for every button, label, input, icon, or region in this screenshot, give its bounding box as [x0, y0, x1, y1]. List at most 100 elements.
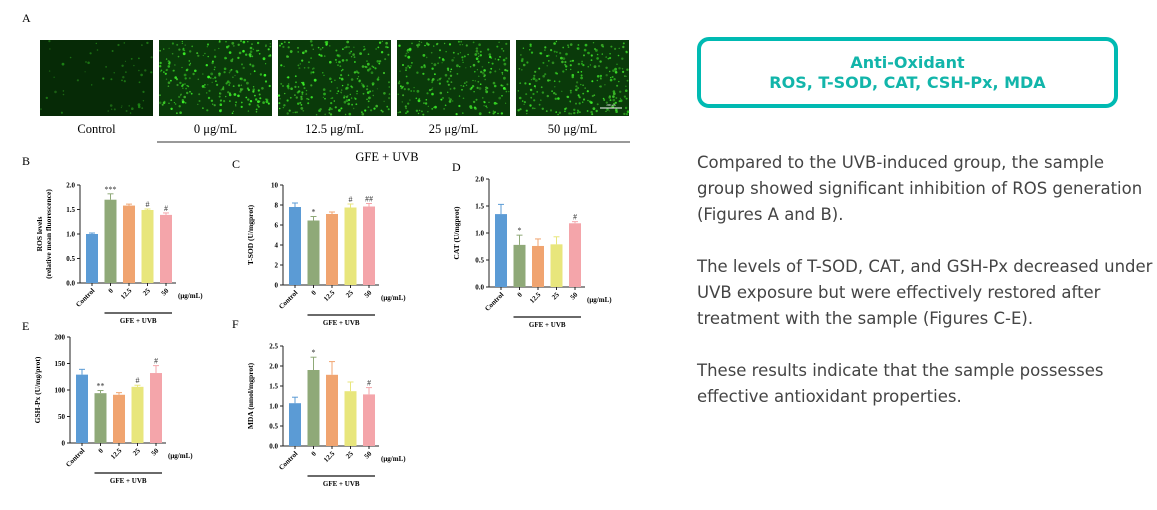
- cell-dot: [242, 40, 246, 44]
- cell-dot: [325, 40, 329, 44]
- cell-dot: [305, 89, 308, 92]
- cell-dot: [475, 50, 479, 53]
- cell-dot: [242, 49, 245, 53]
- cell-dot: [182, 87, 184, 89]
- cell-dot: [411, 62, 413, 64]
- cell-dot: [624, 106, 628, 110]
- cell-dot: [623, 95, 627, 98]
- cell-dot: [245, 96, 248, 99]
- cell-dot: [504, 68, 507, 72]
- cell-dot: [408, 47, 412, 51]
- cell-dot: [232, 76, 234, 78]
- cell-dot: [616, 63, 618, 65]
- cell-dot: [599, 74, 603, 78]
- cell-dot: [307, 102, 310, 105]
- cell-dot: [259, 97, 262, 100]
- cell-dot: [287, 83, 290, 85]
- cell-dot: [303, 87, 306, 90]
- cell-dot: [173, 102, 175, 104]
- significance-mark: #: [146, 200, 150, 209]
- cell-dot: [348, 98, 351, 102]
- cell-dot: [121, 105, 123, 107]
- cell-dot: [426, 92, 429, 95]
- cell-dot: [228, 51, 232, 54]
- cell-dot: [374, 67, 377, 70]
- cell-dot: [170, 99, 173, 101]
- cell-dot: [586, 90, 589, 93]
- cell-dot: [123, 80, 126, 83]
- cell-dot: [622, 42, 625, 45]
- significance-mark: #: [164, 204, 168, 213]
- cell-dot: [616, 84, 619, 87]
- cell-dot: [283, 65, 285, 68]
- cell-dot: [354, 97, 357, 100]
- cell-dot: [450, 68, 453, 71]
- cell-dot: [404, 105, 407, 108]
- cell-dot: [328, 112, 331, 114]
- cell-dot: [179, 81, 182, 85]
- cell-dot: [462, 112, 464, 114]
- chart-e: E 0 50 100 150 200 GSH-Px (U/mg/prot) Control **…: [22, 319, 193, 485]
- cell-dot: [453, 57, 455, 59]
- significance-mark: *: [518, 226, 522, 235]
- bar: [123, 205, 135, 283]
- cell-dot: [591, 80, 594, 83]
- cell-dot: [343, 95, 346, 98]
- cell-dot: [299, 63, 302, 65]
- cell-dot: [189, 50, 192, 53]
- cell-dot: [137, 103, 141, 107]
- cell-dot: [533, 99, 536, 102]
- cell-dot: [478, 43, 481, 46]
- cell-dot: [61, 62, 65, 66]
- cell-dot: [472, 41, 475, 44]
- cell-dot: [248, 53, 252, 57]
- cell-dot: [397, 82, 401, 85]
- group-label: GFE + UVB: [323, 319, 360, 327]
- cell-dot: [124, 60, 127, 63]
- cell-dot: [521, 69, 523, 71]
- cell-dot: [459, 44, 461, 46]
- cell-dot: [612, 92, 616, 96]
- cell-dot: [506, 69, 509, 72]
- cell-dot: [262, 101, 265, 104]
- cell-dot: [500, 112, 504, 115]
- cell-dot: [541, 91, 545, 94]
- cell-dot: [477, 60, 480, 63]
- cell-dot: [280, 82, 283, 85]
- cell-dot: [215, 80, 217, 83]
- cell-dot: [577, 44, 580, 46]
- cell-dot: [218, 95, 221, 98]
- cell-dot: [288, 41, 290, 44]
- cell-dot: [165, 58, 168, 60]
- paragraph: The levels of T-SOD, CAT, and GSH-Px dec…: [697, 257, 1153, 328]
- cell-dot: [297, 102, 300, 105]
- cell-dot: [287, 46, 290, 49]
- cell-dot: [590, 54, 593, 57]
- cell-dot: [185, 87, 187, 90]
- cell-dot: [231, 112, 234, 114]
- cell-dot: [420, 41, 423, 44]
- paragraph: These results indicate that the sample p…: [697, 361, 1104, 406]
- cell-dot: [444, 73, 448, 77]
- cell-dot: [601, 53, 603, 55]
- cell-dot: [322, 47, 324, 49]
- cell-dot: [417, 112, 420, 115]
- cell-dot: [488, 101, 490, 103]
- cell-dot: [234, 74, 236, 77]
- cell-dot: [214, 49, 216, 51]
- cell-dot: [228, 82, 231, 84]
- cell-dot: [363, 49, 365, 51]
- cell-dot: [251, 55, 254, 58]
- cell-dot: [610, 77, 612, 79]
- cell-dot: [422, 54, 426, 57]
- cell-dot: [580, 76, 583, 80]
- cell-dot: [405, 69, 407, 72]
- cell-dot: [546, 55, 549, 57]
- cell-dot: [237, 43, 240, 46]
- cell-dot: [252, 90, 255, 93]
- cell-dot: [366, 91, 370, 94]
- cell-dot: [223, 67, 227, 71]
- cell-dot: [142, 90, 145, 93]
- cell-dot: [305, 93, 308, 95]
- cell-dot: [302, 109, 305, 112]
